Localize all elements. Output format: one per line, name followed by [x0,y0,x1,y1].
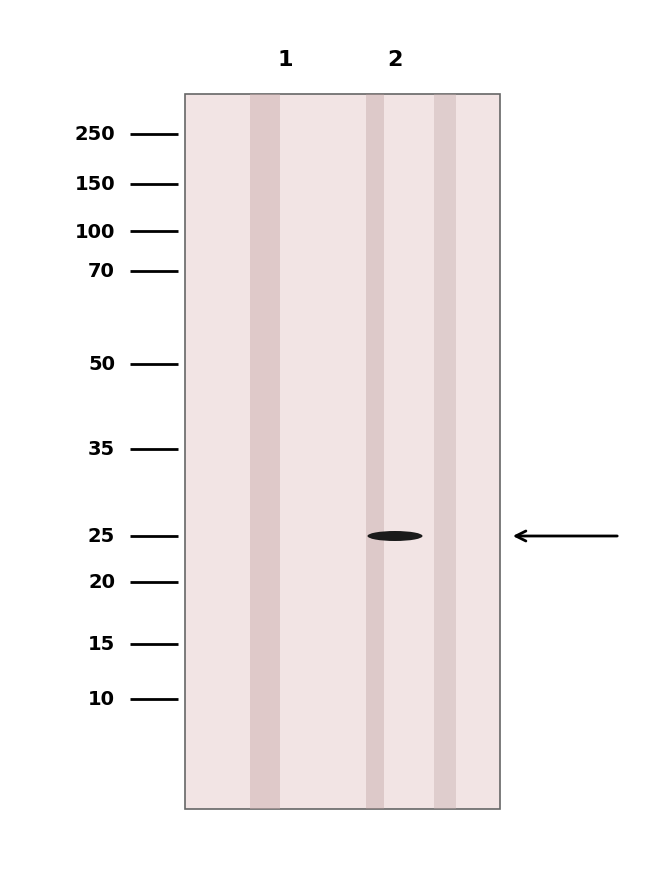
Bar [185,95,500,809]
Bar [250,95,280,809]
Text: 25: 25 [88,527,115,546]
Ellipse shape [367,531,422,541]
Text: 100: 100 [75,222,115,242]
Text: 20: 20 [88,573,115,592]
Text: 2: 2 [387,50,403,70]
Text: 1: 1 [278,50,292,70]
Bar [366,95,384,809]
Text: 15: 15 [88,634,115,653]
Text: 70: 70 [88,262,115,282]
Text: 35: 35 [88,440,115,459]
Bar [434,95,456,809]
Text: 10: 10 [88,690,115,709]
Text: 50: 50 [88,355,115,374]
Text: 250: 250 [74,125,115,144]
Text: 150: 150 [74,176,115,195]
